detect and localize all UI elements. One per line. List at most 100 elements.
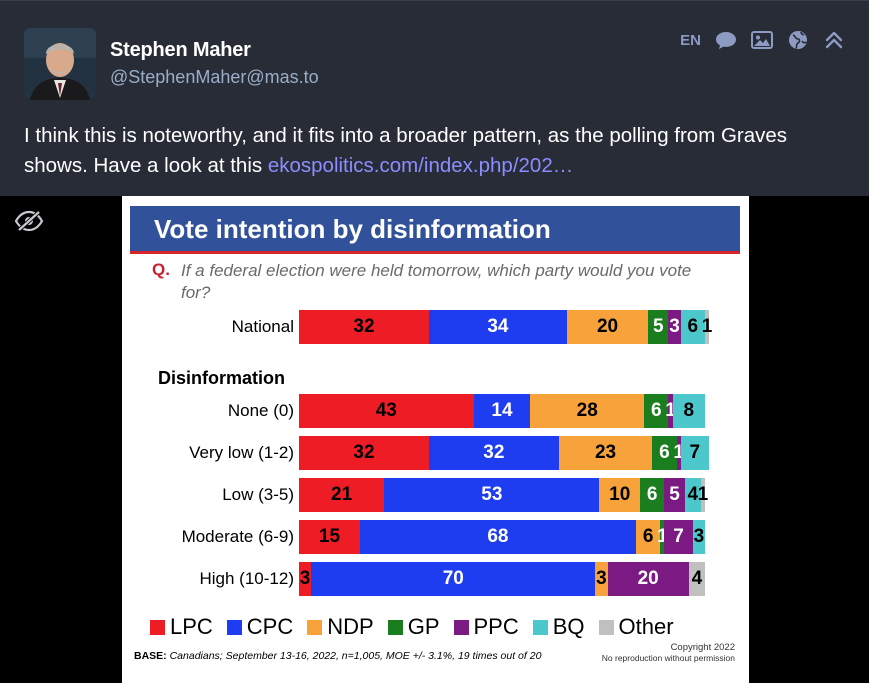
status-post: Stephen Maher @StephenMaher@mas.to EN I … bbox=[0, 0, 869, 196]
legend-swatch bbox=[598, 619, 614, 635]
chart-title: Vote intention by disinformation bbox=[154, 214, 551, 244]
bar-segment-cpc: 32 bbox=[428, 436, 559, 470]
legend-swatch bbox=[226, 619, 242, 635]
data-label: 14 bbox=[491, 400, 513, 421]
legend-label: CPC bbox=[246, 614, 294, 639]
bar-segment-gp: 5 bbox=[648, 310, 669, 344]
bar-segment-bq: 8 bbox=[672, 394, 705, 428]
row-label: Very low (1-2) bbox=[189, 443, 294, 462]
bar-segment-ppc: 1 bbox=[665, 394, 676, 428]
data-label: 3 bbox=[299, 568, 311, 589]
data-label: 7 bbox=[673, 526, 684, 547]
eye-slash-icon[interactable] bbox=[14, 210, 44, 232]
data-label: 3 bbox=[669, 316, 680, 337]
data-label: 1 bbox=[665, 400, 676, 421]
account-handle[interactable]: @StephenMaher@mas.to bbox=[110, 67, 319, 87]
bar-segment-cpc: 70 bbox=[311, 562, 596, 596]
question-marker: Q. bbox=[152, 260, 170, 279]
bar-segment-bq: 6 bbox=[680, 310, 705, 344]
data-label: 6 bbox=[687, 316, 699, 337]
bar-segment-cpc: 68 bbox=[359, 520, 636, 554]
data-label: 3 bbox=[693, 526, 705, 547]
data-label: 10 bbox=[609, 484, 631, 505]
bar-segment-lpc: 3 bbox=[299, 562, 312, 596]
bar-segment-gp: 6 bbox=[652, 436, 677, 470]
bar-segment-lpc: 21 bbox=[299, 478, 385, 512]
section-label: Disinformation bbox=[158, 368, 286, 388]
legend-swatch bbox=[532, 619, 548, 635]
bar-segment-ppc: 3 bbox=[668, 310, 681, 344]
avatar[interactable] bbox=[24, 28, 96, 100]
data-label: 23 bbox=[594, 442, 617, 463]
status-content: I think this is noteworthy, and it fits … bbox=[24, 121, 844, 181]
legend-label: Other bbox=[618, 614, 674, 639]
data-label: 43 bbox=[375, 400, 397, 421]
legend-item: PPC bbox=[453, 614, 519, 640]
status-text: I think this is noteworthy, and it fits … bbox=[24, 124, 788, 177]
row-label: Low (3-5) bbox=[222, 485, 294, 504]
bar-segment-ndp: 6 bbox=[635, 520, 661, 554]
legend-item: GP bbox=[387, 614, 440, 640]
data-label: 32 bbox=[353, 316, 375, 337]
data-label: 8 bbox=[683, 400, 695, 421]
data-label: 3 bbox=[596, 568, 607, 589]
data-label: 1 bbox=[701, 316, 713, 337]
legend-item: Other bbox=[598, 614, 674, 640]
row-label: Moderate (6-9) bbox=[181, 527, 294, 546]
speech-bubble-icon[interactable] bbox=[715, 29, 737, 51]
legend-label: BQ bbox=[552, 614, 585, 639]
data-label: 68 bbox=[487, 526, 509, 547]
data-label: 20 bbox=[637, 568, 659, 589]
data-label: 20 bbox=[596, 316, 619, 337]
data-label: 53 bbox=[481, 484, 503, 505]
legend-swatch bbox=[453, 619, 469, 635]
data-label: 4 bbox=[687, 484, 699, 505]
bar-segment-cpc: 34 bbox=[428, 310, 567, 344]
data-label: 7 bbox=[689, 442, 701, 463]
globe-icon[interactable] bbox=[787, 29, 809, 51]
question-text: If a federal election were held tomorrow… bbox=[181, 261, 692, 302]
legend-swatch bbox=[307, 619, 323, 635]
legend-item: LPC bbox=[150, 614, 213, 640]
bar-segment-lpc: 32 bbox=[299, 436, 429, 470]
bar-segment-lpc: 32 bbox=[299, 310, 429, 344]
legend-swatch bbox=[387, 619, 403, 635]
bar-segment-ndp: 10 bbox=[599, 478, 641, 512]
legend-item: NDP bbox=[307, 614, 374, 640]
status-link[interactable]: ekospolitics.com/index.php/202… bbox=[267, 154, 574, 177]
collapse-icon[interactable] bbox=[823, 29, 845, 51]
base-text: Canadians; September 13-16, 2022, n=1,00… bbox=[169, 650, 542, 662]
bar-segment-ppc: 1 bbox=[673, 436, 684, 470]
language-badge: EN bbox=[680, 31, 701, 49]
bar-segment-bq: 4 bbox=[684, 478, 701, 512]
data-label: 5 bbox=[669, 484, 680, 505]
legend-label: PPC bbox=[473, 614, 519, 639]
data-label: 28 bbox=[576, 400, 598, 421]
data-label: 6 bbox=[659, 442, 670, 463]
data-label: 6 bbox=[646, 484, 658, 505]
bar-segment-bq: 3 bbox=[692, 520, 705, 554]
media-gallery: Vote intention by disinformation Q. If a… bbox=[0, 196, 869, 683]
image-icon[interactable] bbox=[751, 29, 773, 51]
bar-segment-ppc: 5 bbox=[664, 478, 685, 512]
bar-segment-other: 4 bbox=[688, 562, 705, 596]
chart-image[interactable]: Vote intention by disinformation Q. If a… bbox=[122, 196, 749, 683]
copyright-subtext: No reproduction without permission bbox=[601, 653, 735, 663]
row-label: National bbox=[231, 317, 294, 336]
data-label: 34 bbox=[487, 316, 509, 337]
bar-segment-cpc: 53 bbox=[384, 478, 600, 512]
copyright-note: Copyright 2022 No reproduction without p… bbox=[601, 643, 735, 664]
data-label: 32 bbox=[483, 442, 505, 463]
base-label: BASE: bbox=[134, 650, 167, 662]
data-label: 15 bbox=[318, 526, 341, 547]
data-label: 70 bbox=[442, 568, 464, 589]
bar-segment-ndp: 23 bbox=[558, 436, 653, 470]
bar-segment-gp: 6 bbox=[644, 394, 669, 428]
bar-segment-ndp: 28 bbox=[530, 394, 645, 428]
bar-segment-bq: 7 bbox=[680, 436, 710, 470]
data-label: 6 bbox=[650, 400, 662, 421]
bar-segment-ndp: 20 bbox=[566, 310, 649, 344]
data-label: 32 bbox=[353, 442, 375, 463]
display-name[interactable]: Stephen Maher bbox=[110, 39, 251, 61]
bar-segment-other: 1 bbox=[698, 478, 708, 512]
